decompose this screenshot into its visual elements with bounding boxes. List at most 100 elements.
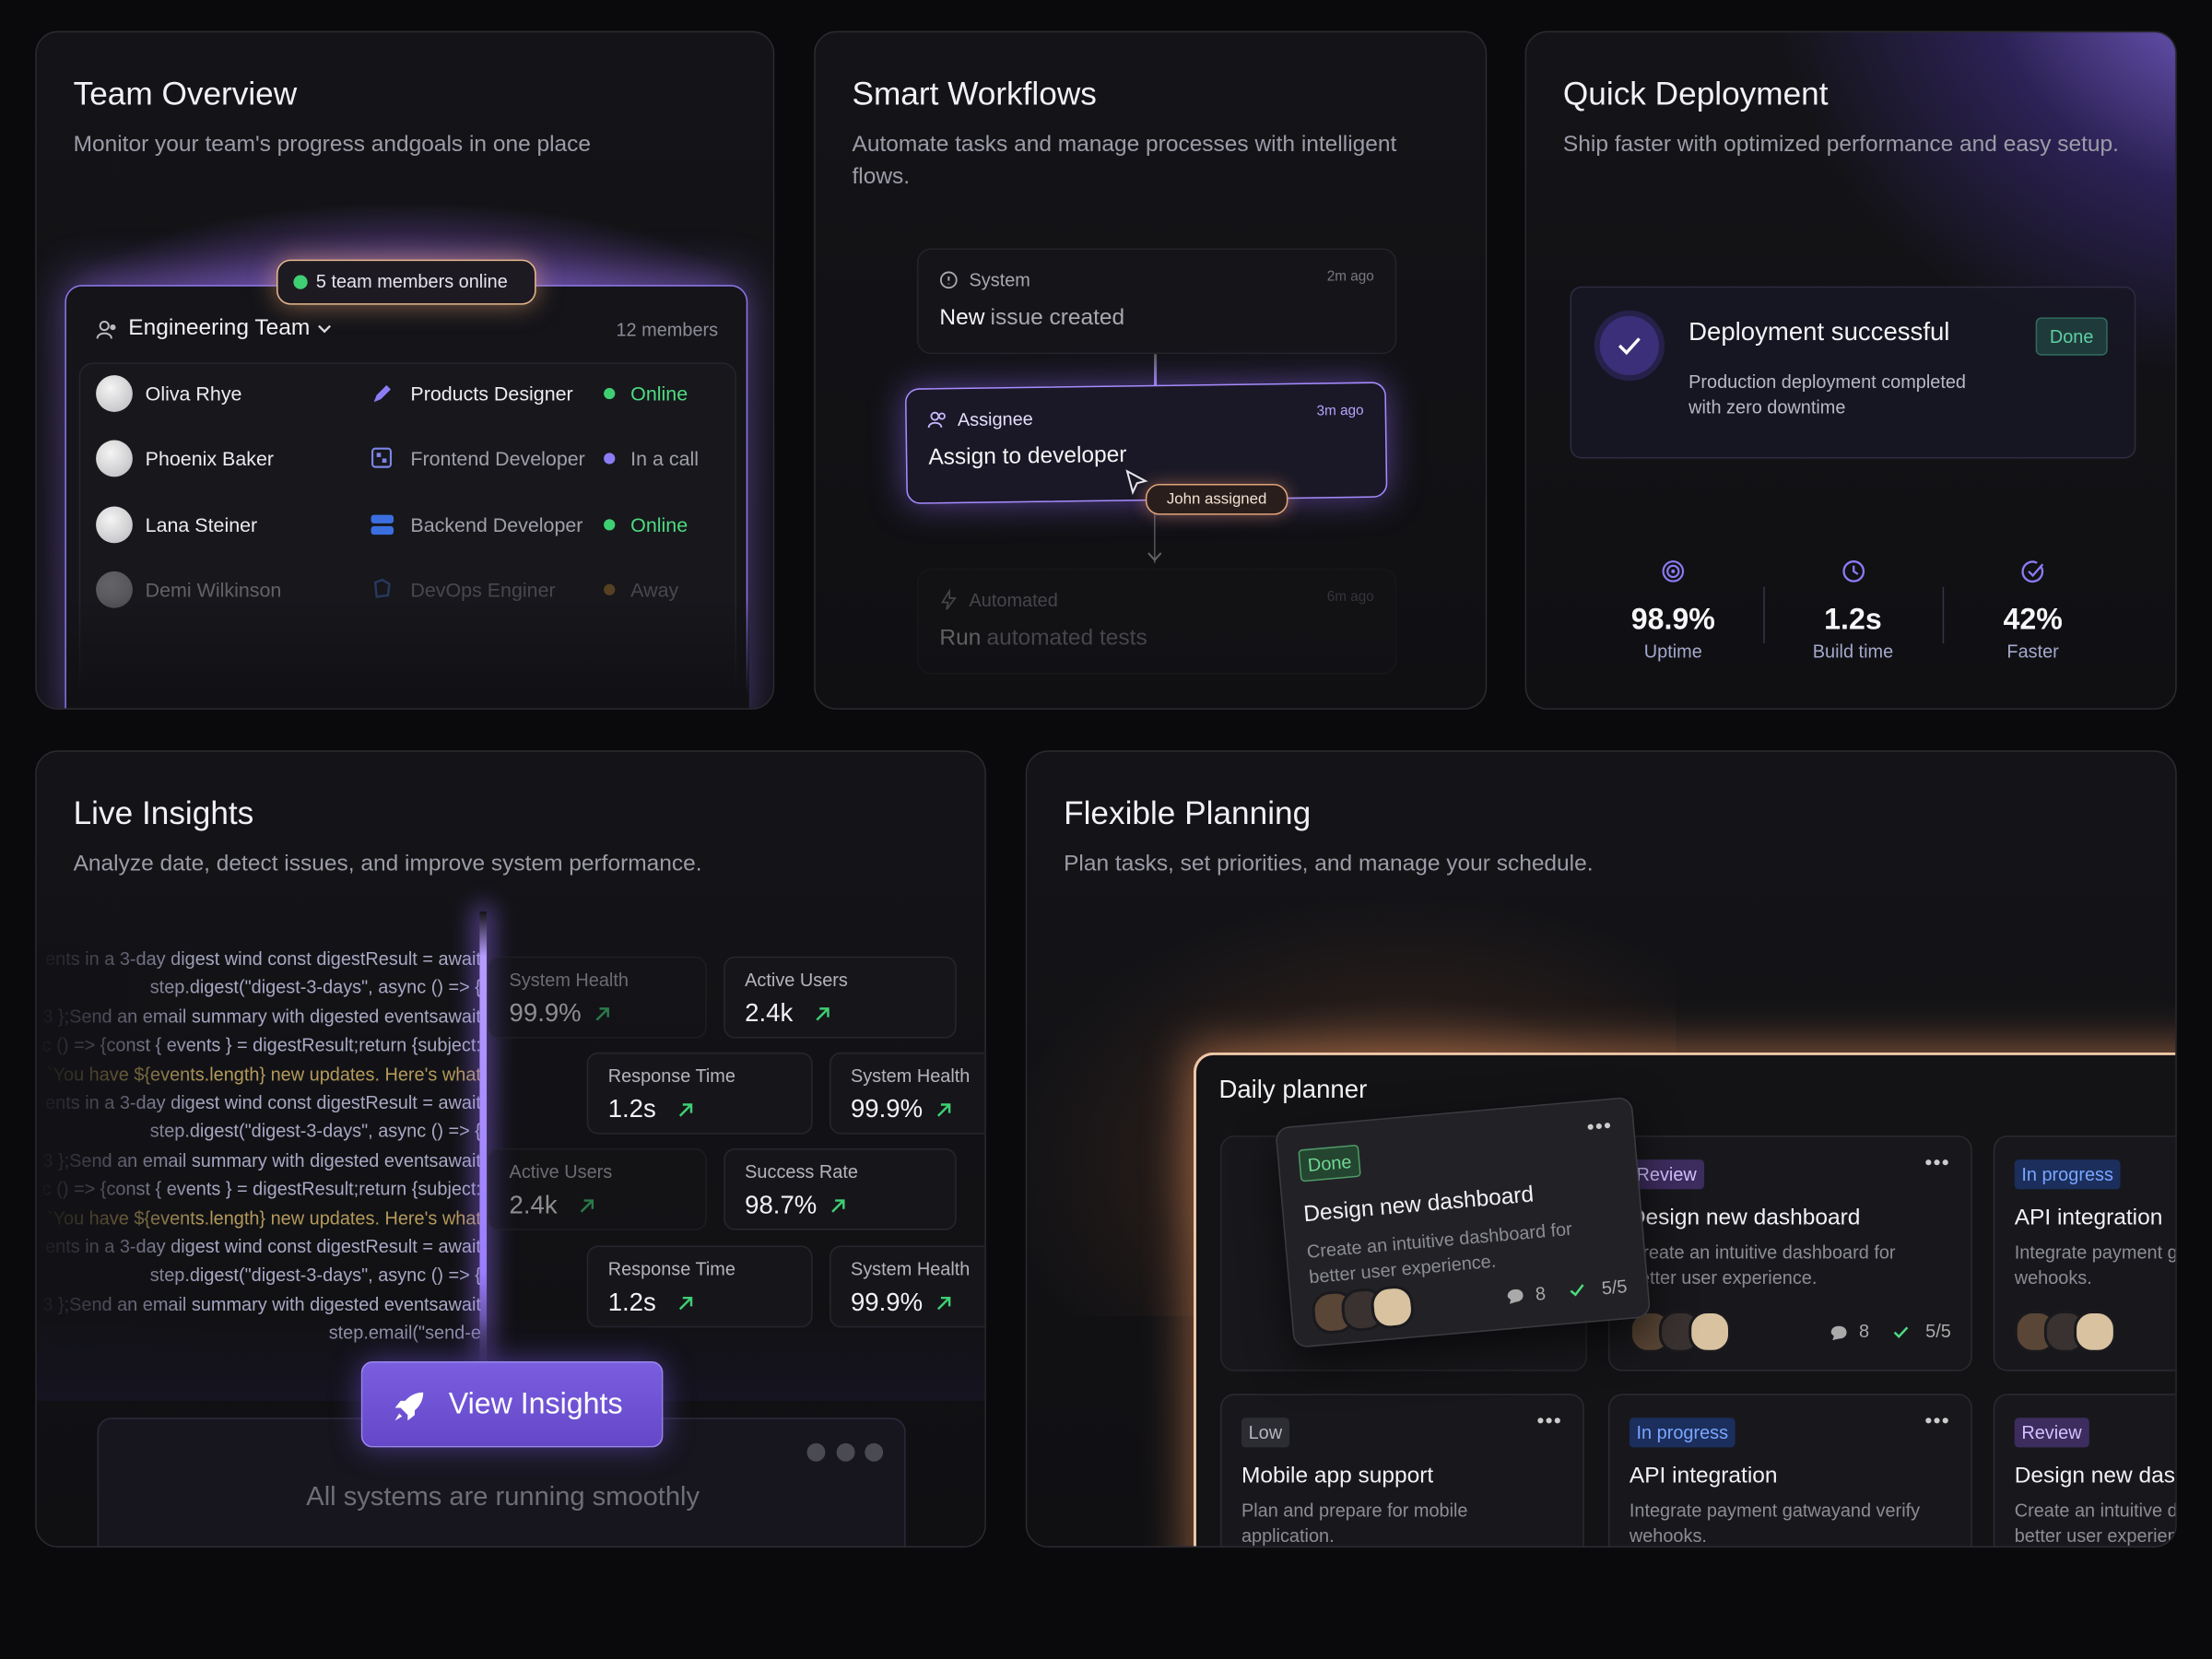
card-subtitle: Analyze date, detect issues, and improve… [73,852,702,877]
icon-shape [318,324,331,334]
metric-value: 98.7% [745,1190,818,1219]
menu-dot [1934,1418,1940,1424]
task-comments: 8 [1534,1282,1547,1305]
task-tag: Low [1241,1418,1289,1448]
icon-shape [936,1296,950,1311]
stat-value: 1.2s [1824,604,1882,637]
icon-shape [373,384,391,403]
stat-value: 98.9% [1630,604,1715,637]
code-line: step.digest("digest-3-days", async () =>… [149,976,481,998]
member-name: Lana Steiner [145,512,258,536]
icon-shape [382,458,387,464]
workflow-step: Assignee 3m ago Assign to developer [904,382,1388,505]
code-line: step.digest("digest-3-days", async () =>… [149,1120,481,1142]
role-icon [371,448,393,469]
icon-shape [1893,1326,1909,1339]
task-menu[interactable] [1925,1159,1951,1168]
team-selector[interactable]: Engineering Team [128,315,311,340]
task-menu[interactable] [1537,1418,1563,1426]
icon-shape [927,421,943,429]
metric-label: Success Rate [745,1160,858,1182]
icon-shape [371,514,394,524]
task-menu[interactable] [1587,1122,1613,1134]
stat: 42% Faster [1948,560,2118,673]
step-time: 6m ago [1326,589,1374,606]
task-comments: 8 [1858,1320,1870,1342]
code-fade [36,945,206,1369]
menu-dot [1934,1159,1940,1166]
task-card: In progress API integration Integrate paym… [1993,1135,2176,1371]
status-title: Deployment successful [1688,317,1950,346]
task-desc: Integrate payment gatwayand verify wehoo… [1629,1500,1921,1547]
stat-divider [1942,586,1945,643]
metric-label: Response Time [607,1258,735,1280]
status-badge: Done [2035,317,2108,356]
online-dot [293,275,308,289]
trend-up-icon [936,1103,950,1117]
comment-icon [1507,1288,1524,1304]
menu-dot [1546,1418,1552,1424]
icon-shape [936,1103,950,1117]
avatar [1369,1284,1416,1331]
icon-shape [394,1400,415,1421]
step-icon [940,588,957,610]
metric-tile: Success Rate 98.7% [724,1147,957,1230]
member-role: Backend Developer [410,512,583,536]
rocket-icon [394,1392,424,1421]
online-badge-text: 5 team members online [315,270,508,292]
list-fade [65,596,749,709]
icon-shape [939,271,958,289]
member-status: In a call [630,447,700,471]
card-title: Live Insights [73,794,254,831]
step-label: Assignee [957,407,1033,430]
online-badge [276,259,536,305]
stat-divider [1762,586,1765,643]
card-title: Flexible Planning [1064,794,1312,831]
task-title: API integration [1629,1464,1778,1488]
card-title: Smart Workflows [852,75,1097,112]
step-icon [927,411,946,429]
task-desc: Create an intuitive dashboard for better… [1305,1218,1573,1288]
task-card: Review Design new dashboard Create an intu… [1993,1394,2176,1547]
step-text-strong: New [939,306,985,331]
task-menu[interactable] [1925,1418,1951,1426]
code-row: step.digest("digest-3-days", async () =>… [37,1262,481,1290]
icon-shape [930,411,940,421]
card-title: Team Overview [73,75,298,112]
task-desc: Plan and prepare for mobile application. [1241,1500,1468,1547]
icon-shape [376,453,382,458]
icon-shape [394,1413,403,1421]
chevron-icon [318,324,331,334]
icon-shape [1147,552,1162,562]
icon-shape [830,1199,844,1213]
step-time: 3m ago [1316,403,1364,420]
step-text: Assign to developer [928,443,1126,472]
icon-shape [96,332,112,339]
metric-label: Active Users [509,1160,613,1182]
trend-up-icon [594,1007,609,1021]
task-checks: 5/5 [1600,1275,1629,1300]
icon-shape [594,1007,609,1021]
icon-shape [580,1199,594,1213]
role-icon [373,578,391,598]
metric-tile: System Health 99.9% [829,1245,985,1328]
workflow-step: System 2m ago New issue created [916,248,1397,355]
trend-up-icon [678,1103,693,1117]
stat-icon [1662,560,1685,582]
task-title: API integration [2014,1206,2163,1230]
menu-dot [1925,1418,1932,1424]
window-dot [835,1442,854,1462]
check-icon [1618,337,1641,356]
deploy-status: Deployment successful Production deployme… [1570,286,2136,459]
beam [479,911,488,1363]
code-row: step.digest("digest-3-days", async () =>… [37,1118,481,1147]
menu-dot [1537,1418,1544,1424]
member-count: 12 members [616,318,719,340]
metric-label: System Health [850,1065,971,1087]
step-text-strong: Assign to developer [928,442,1127,470]
metric-value: 99.9% [509,998,582,1028]
metric-tile: Response Time 1.2s [586,1052,813,1135]
icon-shape [678,1296,693,1311]
view-insights-button[interactable]: View Insights [360,1361,664,1448]
